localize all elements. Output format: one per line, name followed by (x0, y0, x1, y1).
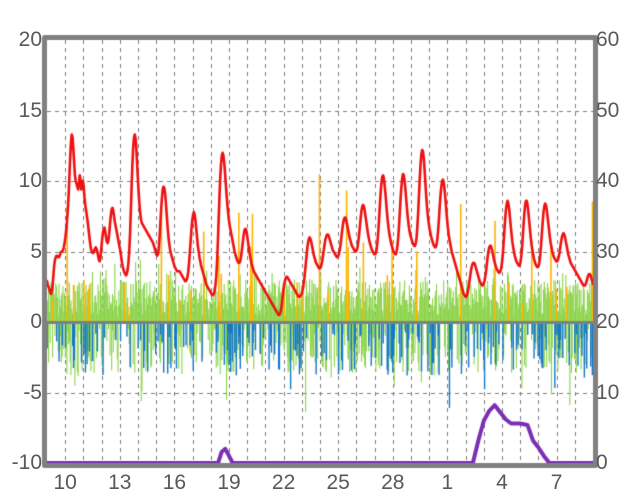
right-tick-30: 30 (596, 239, 620, 263)
bottom-tick-7: 7 (550, 471, 563, 494)
left-tick-0: 0 (30, 310, 42, 333)
bottom-tick-4: 4 (496, 471, 508, 494)
left-tick-15: 15 (18, 98, 42, 122)
plot-area[interactable] (47, 40, 593, 463)
left-tick-20: 20 (18, 28, 42, 51)
bottom-tick-10: 10 (53, 471, 77, 494)
bottom-tick-1: 1 (441, 471, 454, 494)
right-tick-40: 40 (596, 169, 620, 192)
right-tick-50: 50 (596, 98, 620, 122)
bottom-tick-19: 19 (217, 471, 241, 494)
left-tick-5: 5 (30, 239, 42, 263)
bottom-tick-16: 16 (162, 471, 187, 494)
bottom-tick-13: 13 (108, 471, 132, 494)
right-tick-20: 20 (596, 310, 620, 333)
left-tick--10: -10 (11, 451, 42, 474)
left-tick-10: 10 (18, 169, 42, 192)
bottom-tick-22: 22 (271, 471, 296, 494)
bottom-tick-25: 25 (326, 471, 350, 494)
right-tick-60: 60 (596, 28, 620, 51)
bottom-tick-28: 28 (381, 471, 405, 494)
right-tick-10: 10 (596, 380, 620, 404)
left-tick--5: -5 (23, 380, 42, 404)
right-tick-0: 0 (596, 451, 608, 474)
